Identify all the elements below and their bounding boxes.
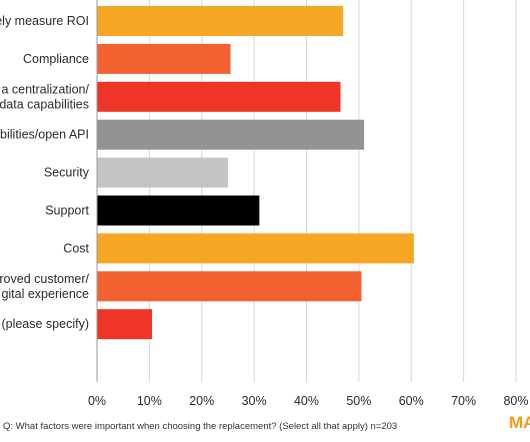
x-tick-label: 50% bbox=[346, 394, 371, 408]
x-tick-label: 80% bbox=[503, 394, 528, 408]
survey-question-footnote: Q: What factors were important when choo… bbox=[3, 421, 398, 432]
bar bbox=[97, 43, 231, 74]
category-label: data capabilities bbox=[0, 97, 89, 111]
brand-logo: MA bbox=[509, 413, 530, 432]
category-labels: ely measure ROI Compliance a centralizatio… bbox=[0, 14, 90, 331]
category-label: Cost bbox=[63, 241, 89, 255]
category-label: Support bbox=[45, 204, 89, 218]
x-tick-label: 20% bbox=[189, 394, 214, 408]
bars bbox=[97, 6, 414, 340]
category-label: a centralization/ bbox=[1, 82, 89, 96]
x-tick-label: 40% bbox=[294, 394, 319, 408]
category-label: gital experience bbox=[1, 287, 89, 301]
bar bbox=[97, 6, 344, 36]
category-label: r (please specify) bbox=[0, 317, 89, 331]
category-label: bilities/open API bbox=[0, 128, 89, 142]
category-label: Security bbox=[44, 166, 90, 180]
bar bbox=[97, 119, 365, 150]
x-tick-label: 10% bbox=[137, 394, 162, 408]
bar bbox=[97, 157, 228, 188]
x-tick-label: 0% bbox=[88, 394, 106, 408]
category-label: roved customer/ bbox=[0, 272, 90, 286]
bar bbox=[97, 81, 341, 112]
x-tick-label: 70% bbox=[451, 394, 476, 408]
bar bbox=[97, 195, 260, 226]
category-label: ely measure ROI bbox=[0, 14, 89, 28]
bar bbox=[97, 233, 414, 264]
x-tick-labels: 0% 10% 20% 30% 40% 50% 60% 70% 80% bbox=[88, 394, 529, 408]
x-tick-label: 30% bbox=[242, 394, 267, 408]
bar bbox=[97, 271, 362, 302]
bar bbox=[97, 309, 152, 340]
x-tick-label: 60% bbox=[399, 394, 424, 408]
category-label: Compliance bbox=[23, 52, 89, 66]
